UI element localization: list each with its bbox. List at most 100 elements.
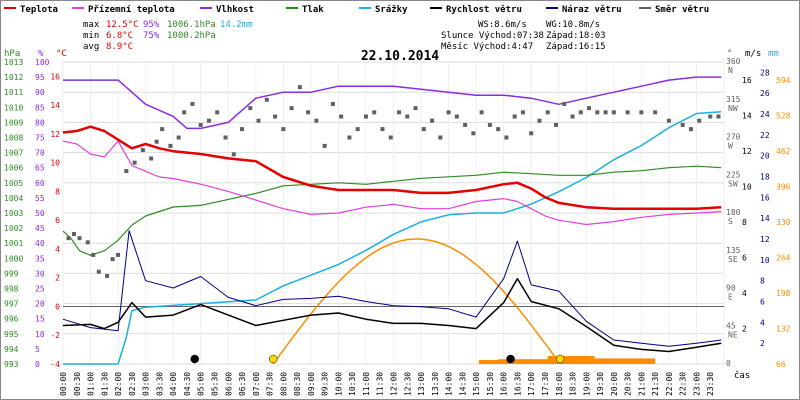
tick-mm-left: 16	[742, 76, 752, 85]
tick-temp: 4	[55, 245, 60, 254]
wind-direction-point	[273, 114, 278, 119]
tick-dir-name: NW	[728, 104, 738, 113]
tick-hpa: 1012	[4, 73, 23, 82]
tick-pct: 15	[35, 315, 45, 324]
wind-direction-point	[339, 114, 344, 119]
stats-block: max 12.5°C 95% 1006.1hPa 14.2mm min 6.8°C 75% 10…	[83, 20, 606, 52]
tick-hpa: 1004	[4, 194, 23, 203]
tick-ms: 18	[760, 173, 770, 182]
tick-dir-name: NE	[728, 330, 738, 339]
tick-mm-left: 4	[742, 289, 747, 298]
x-tick-label: 01:30	[100, 372, 109, 396]
x-tick-label: 15:00	[472, 372, 481, 396]
x-tick-label: 08:30	[293, 372, 302, 396]
x-tick-label: 03:00	[142, 372, 151, 396]
wind-direction-point	[182, 110, 187, 115]
wind-direction-point	[413, 106, 418, 111]
tick-hpa: 997	[4, 300, 19, 309]
wind-direction-point	[537, 118, 542, 123]
tick-hpa: 996	[4, 315, 19, 324]
rain-intensity-bar	[498, 359, 559, 364]
chart-title: 22.10.2014	[361, 49, 439, 64]
x-tick-label: 01:00	[87, 372, 96, 396]
legend-label: Rychlost větru	[446, 4, 522, 15]
x-tick-label: 09:30	[321, 372, 330, 396]
tick-pct: 100	[35, 58, 50, 67]
tick-dir: 225	[726, 170, 741, 179]
tick-pct: 80	[35, 118, 45, 127]
wind-direction-point	[306, 110, 311, 115]
legend-label: Srážky	[375, 5, 408, 15]
x-tick-label: 00:30	[73, 372, 82, 396]
stat-min-label: min	[83, 31, 99, 41]
tick-temp: 2	[55, 274, 60, 283]
wind-direction-point	[231, 152, 236, 157]
x-axis: 00:00 00:30 01:00 01:30 02:00 02:30 03:00 03:30…	[59, 370, 750, 396]
tick-hpa: 1011	[4, 88, 23, 97]
marker-moon-set	[506, 354, 515, 364]
wind-direction-point	[380, 127, 385, 132]
tick-temp: 6	[55, 216, 60, 225]
wind-direction-point	[562, 101, 567, 106]
wind-direction-point	[438, 135, 443, 140]
axis-hpa-label: hPa	[4, 49, 20, 59]
tick-mm: 396	[776, 182, 791, 191]
tick-pct: 0	[35, 360, 40, 369]
tick-pct: 50	[35, 209, 45, 218]
tick-dir-name: S	[728, 217, 733, 226]
x-tick-label: 17:30	[541, 372, 550, 396]
wind-direction-point	[168, 143, 173, 148]
tick-mm: 66	[776, 360, 786, 369]
axis-pct-label: %	[38, 49, 44, 59]
wind-direction-point	[66, 236, 71, 241]
info-sun-rise: Slunce Východ:07:38	[441, 31, 544, 41]
wind-direction-point	[77, 236, 82, 241]
tick-hpa: 994	[4, 345, 19, 354]
legend-label: Tlak	[302, 5, 324, 15]
wind-direction-point	[96, 269, 101, 274]
tick-dir: 45	[726, 321, 736, 330]
stat-min-temp: 6.8°C	[106, 31, 133, 41]
wind-direction-point	[372, 110, 377, 115]
tick-hpa: 1009	[4, 118, 23, 127]
wind-direction-point	[421, 127, 426, 132]
x-tick-label: 19:30	[596, 372, 605, 396]
x-tick-label: 05:30	[210, 372, 219, 396]
tick-dir: 360	[726, 57, 741, 66]
wind-direction-point	[553, 122, 558, 127]
wind-direction-point	[140, 148, 145, 153]
wind-direction-point	[72, 231, 77, 236]
wind-direction-point	[322, 143, 327, 148]
x-tick-label: 04:00	[169, 372, 178, 396]
x-tick-label: 23:00	[692, 372, 701, 396]
wind-direction-point	[347, 135, 352, 140]
tick-ms: 14	[760, 214, 770, 223]
wind-direction-point	[330, 101, 335, 106]
tick-mm: 330	[776, 218, 791, 227]
tick-dir: 315	[726, 95, 741, 104]
tick-pct: 45	[35, 224, 45, 233]
left-axes: hPa% °C1013101210111010100910081007100610…	[4, 49, 67, 369]
tick-pct: 65	[35, 164, 45, 173]
info-ws: WS:8.6m/s	[478, 20, 527, 30]
tick-temp: 16	[50, 72, 60, 81]
tick-dir: 0	[726, 359, 731, 368]
sun-curve	[272, 238, 561, 365]
tick-mm: 132	[776, 324, 791, 333]
rain-intensity-bar	[586, 358, 656, 364]
x-tick-label: 12:00	[390, 372, 399, 396]
axis-mm-label: mm	[768, 49, 779, 59]
tick-mm: 264	[776, 253, 791, 262]
wind-direction-point	[124, 169, 129, 174]
tick-ms: 24	[760, 110, 770, 119]
series-tlak	[62, 165, 722, 256]
x-tick-label: 21:30	[651, 372, 660, 396]
tick-hpa: 998	[4, 285, 19, 294]
tick-pct: 20	[35, 300, 45, 309]
axis-ms-label: m/s	[745, 49, 761, 59]
tick-pct: 60	[35, 179, 45, 188]
wind-direction-point	[264, 97, 269, 102]
tick-ms: 6	[760, 298, 765, 307]
tick-pct: 35	[35, 254, 45, 263]
tick-mm-left: 2	[742, 324, 747, 333]
